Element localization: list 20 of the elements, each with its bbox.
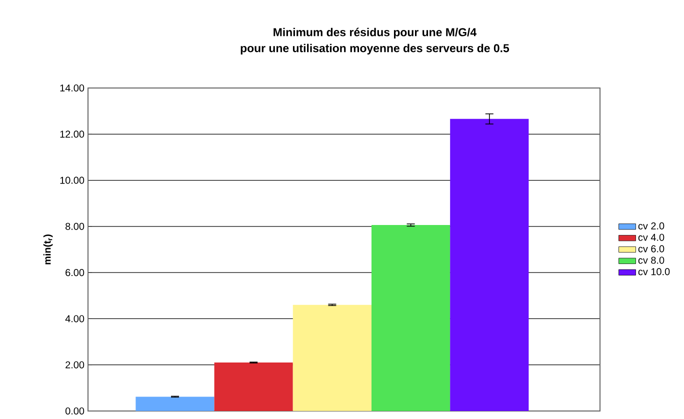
- y-tick-label: 14.00: [60, 84, 84, 92]
- y-tick-label: 8.00: [66, 222, 84, 230]
- legend-label: cv 2.0: [638, 222, 664, 230]
- y-tick-label: 4.00: [65, 315, 84, 322]
- chart-title: Minimum des résidus pour une M/G/4 pour une utilisation moyenne des serveurs de 0.5: [240, 28, 510, 54]
- bar: [136, 396, 214, 411]
- y-tick-label: 10.00: [60, 176, 84, 184]
- y-axis-title: min(t$_{r}$): [43, 234, 53, 264]
- y-tick-label: 2.00: [66, 361, 84, 368]
- bar: [371, 225, 450, 411]
- bar: [214, 362, 293, 411]
- y-tick-label: 0.00: [65, 407, 84, 415]
- legend-label: cv 10.0: [638, 268, 670, 276]
- legend-label: cv 8.0: [638, 256, 664, 264]
- legend-label: cv 6.0: [638, 245, 664, 252]
- y-tick-label: 12.00: [60, 130, 84, 138]
- y-tick-label: 6.00: [66, 269, 84, 276]
- bar: [292, 304, 372, 411]
- bar: [450, 118, 529, 411]
- legend-label: cv 4.0: [638, 234, 664, 241]
